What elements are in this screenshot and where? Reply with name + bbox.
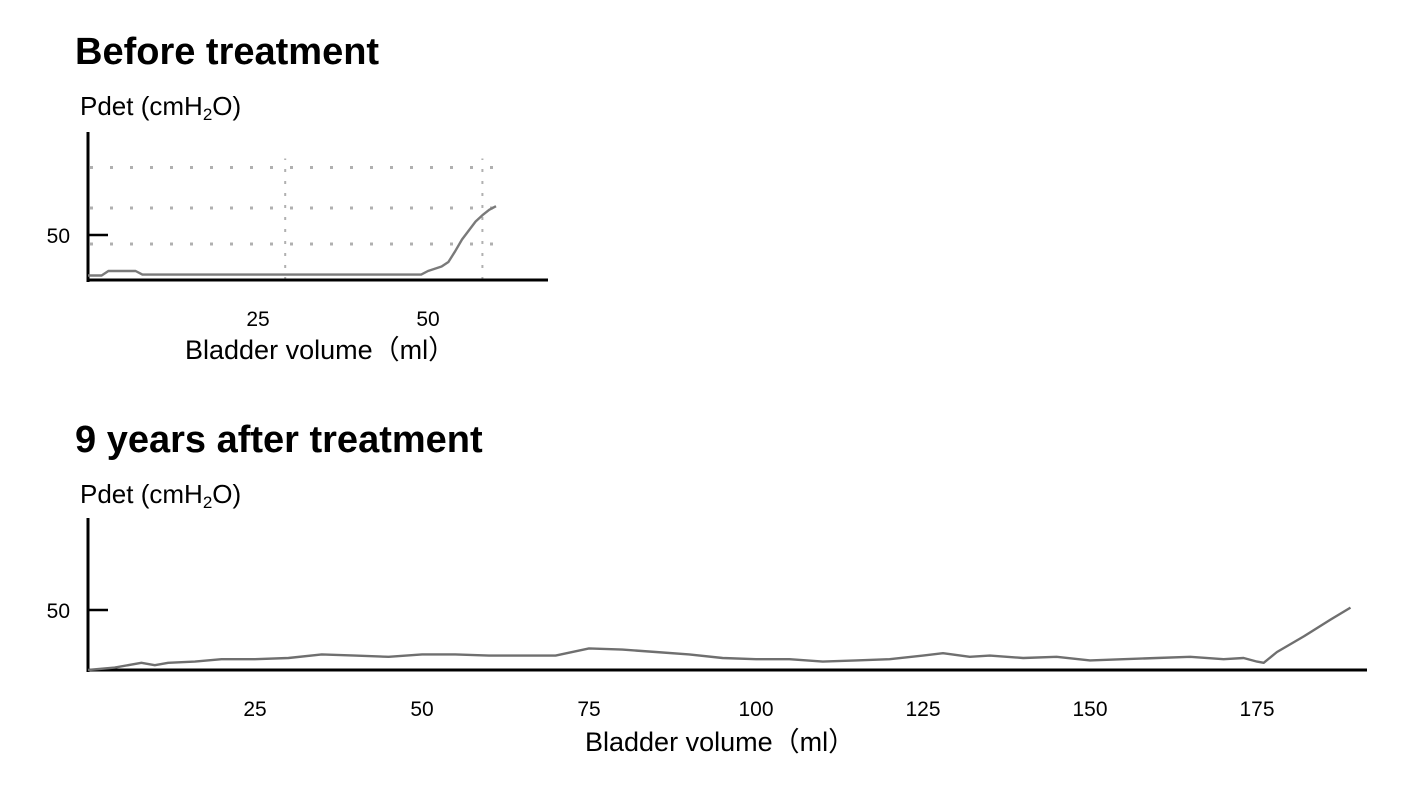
x-tick-label: 50 <box>410 698 433 721</box>
series-line-after <box>87 606 1352 672</box>
x-tick-label: 25 <box>243 698 266 721</box>
x-axis-label-after: Bladder volume（ml） <box>585 727 856 757</box>
x-tick-label: 25 <box>246 308 269 331</box>
x-tick-label: 50 <box>416 308 439 331</box>
x-tick-label: 75 <box>577 698 600 721</box>
x-tick-label: 175 <box>1239 698 1274 721</box>
y-tick-label: 50 <box>47 225 70 248</box>
chart-title-after: 9 years after treatment <box>75 419 483 461</box>
x-tick-label: 100 <box>738 698 773 721</box>
series-line-before <box>88 205 497 277</box>
chart-title-before: Before treatment <box>75 31 380 73</box>
x-axis-label-before: Bladder volume（ml） <box>185 335 456 365</box>
x-tick-label: 150 <box>1072 698 1107 721</box>
y-axis-label-after: Pdet (cmH2O) <box>80 479 242 512</box>
x-tick-label: 125 <box>905 698 940 721</box>
y-axis-label-before: Pdet (cmH2O) <box>80 91 242 124</box>
y-tick-label: 50 <box>47 600 70 623</box>
